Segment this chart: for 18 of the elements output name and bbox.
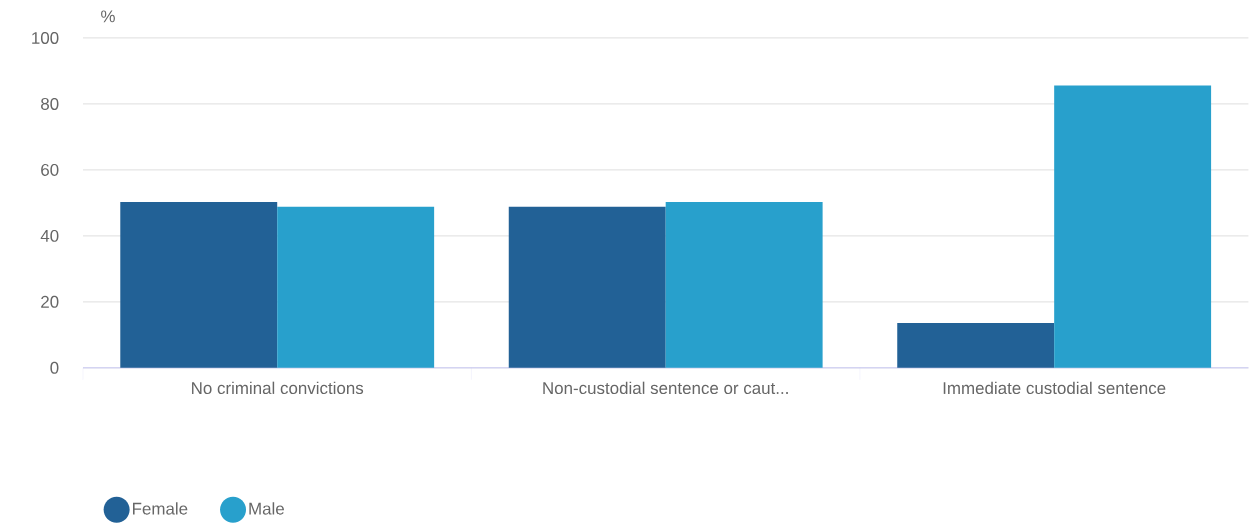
y-tick-label: 0: [50, 362, 59, 374]
y-tick-label: 40: [40, 230, 59, 243]
y-tick-label: 80: [41, 98, 59, 111]
y-tick-label: 60: [41, 164, 59, 177]
y-tick-label: 100: [32, 32, 59, 45]
bar: [508, 207, 666, 368]
bar: [897, 323, 1055, 368]
legend-label: Male: [249, 502, 284, 515]
bar: [277, 207, 435, 368]
x-tick-label: Non-custodial sentence or caut...: [543, 381, 788, 395]
legend-label: Female: [133, 502, 188, 515]
bar: [1054, 85, 1212, 368]
x-tick-label: No criminal convictions: [192, 381, 364, 395]
x-tick-label: Immediate custodial sentence: [943, 381, 1166, 395]
bar: [120, 202, 278, 368]
bar: [665, 202, 823, 368]
y-tick-label: 20: [41, 296, 59, 309]
y-axis-title: %: [101, 10, 115, 23]
